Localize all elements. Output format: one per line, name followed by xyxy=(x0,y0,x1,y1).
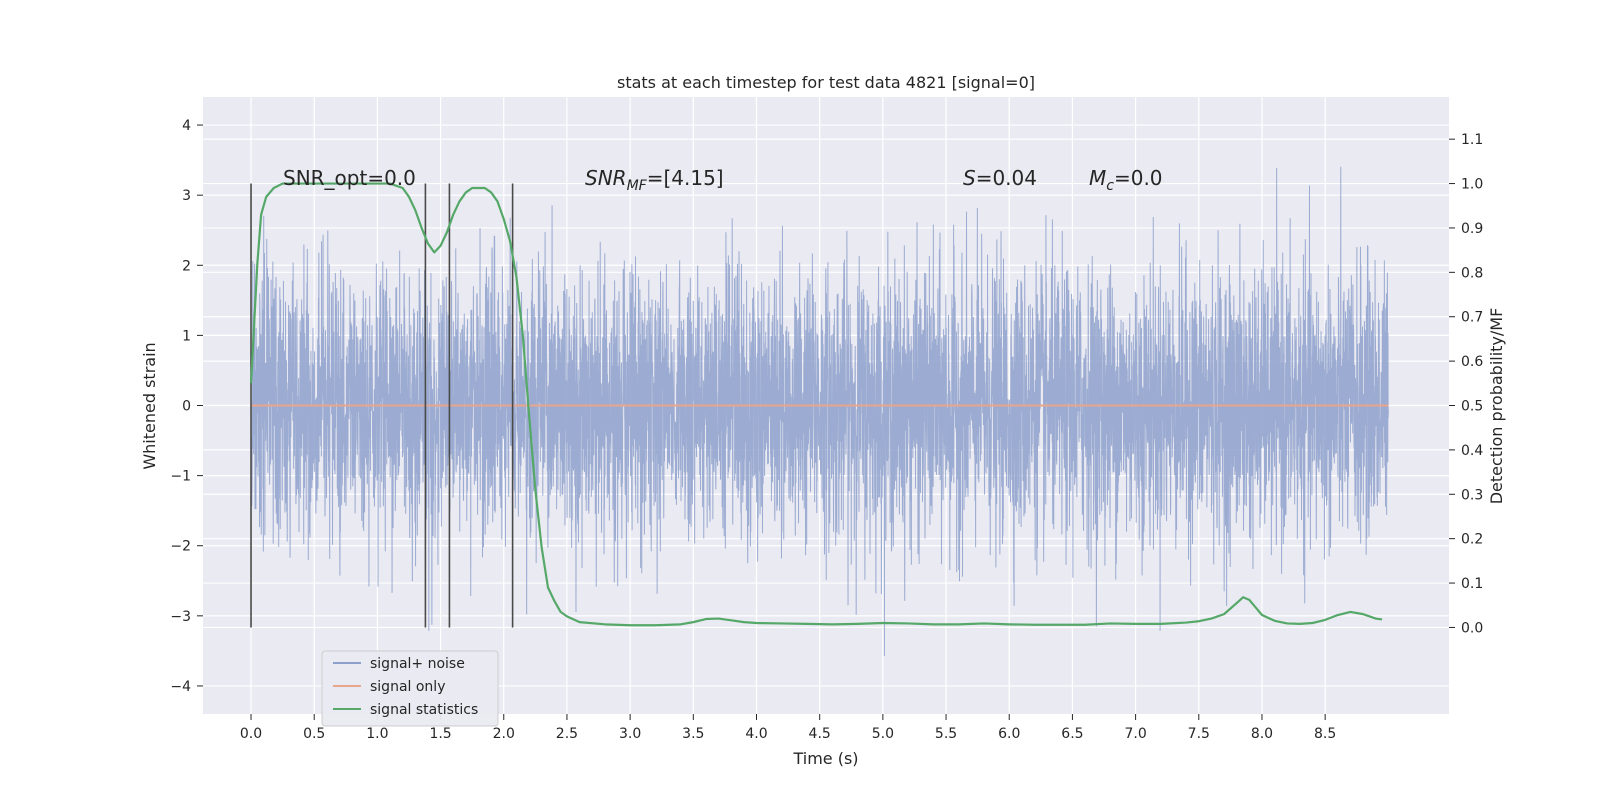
annotation-snr-opt: SNR_opt=0.0 xyxy=(283,166,416,190)
vertical-markers xyxy=(250,183,514,628)
x-tick-label: 8.5 xyxy=(1314,726,1336,742)
y-right-tick-label: 0.5 xyxy=(1461,399,1483,415)
x-tick-label: 8.0 xyxy=(1251,726,1273,742)
y-left-tick-label: −4 xyxy=(170,679,191,695)
annotation-snr-mf-sub: MF xyxy=(627,178,648,194)
y-left-tick-label: −3 xyxy=(170,609,191,625)
x-tick-label: 4.5 xyxy=(809,726,831,742)
y-left-tick-label: −1 xyxy=(170,469,191,485)
y-right-tick-label: 0.4 xyxy=(1461,443,1483,459)
x-axis-label: Time (s) xyxy=(792,749,858,768)
annotation-snr-mf-main: SNR xyxy=(585,166,627,190)
y-right-tick-label: 0.2 xyxy=(1461,532,1483,548)
annotation-snr-mf-value: =[4.15] xyxy=(647,166,724,190)
y-right-tick-label: 0.6 xyxy=(1461,354,1483,370)
x-tick-label: 3.0 xyxy=(619,726,641,742)
x-tick-label: 1.5 xyxy=(429,726,451,742)
x-tick-label: 0.0 xyxy=(240,726,262,742)
legend-label-noise: signal+ noise xyxy=(370,656,465,672)
y-axis-right-label: Detection probability/MF xyxy=(1487,308,1506,505)
y-right-tick-label: 0.8 xyxy=(1461,265,1483,281)
y-right-tick-label: 0.1 xyxy=(1461,576,1483,592)
annotation-s: S=0.04 xyxy=(963,166,1037,190)
x-tick-label: 1.0 xyxy=(366,726,388,742)
x-tick-label: 5.0 xyxy=(872,726,894,742)
annotation-snr-mf: SNRMF=[4.15] xyxy=(585,166,724,194)
y-right-tick-label: 1.0 xyxy=(1461,177,1483,193)
legend-label-signal-only: signal only xyxy=(370,679,445,695)
x-tick-label: 6.5 xyxy=(1061,726,1083,742)
x-tick-label: 2.0 xyxy=(493,726,515,742)
x-tick-label: 6.0 xyxy=(998,726,1020,742)
right-axis: 1.1 1.0 0.9 0.8 0.7 0.6 0.5 0.4 0.3 0.2 0.1 0.0 xyxy=(1449,132,1483,636)
x-tick-label: 2.5 xyxy=(556,726,578,742)
x-tick-label: 0.5 xyxy=(303,726,325,742)
y-left-tick-label: 0 xyxy=(182,399,191,415)
y-left-tick-label: 4 xyxy=(182,118,191,134)
legend-label-statistics: signal statistics xyxy=(370,702,478,718)
statistics-series xyxy=(249,182,1383,627)
x-tick-label: 7.0 xyxy=(1124,726,1146,742)
y-right-tick-label: 1.1 xyxy=(1461,132,1483,148)
y-right-tick-label: 0.3 xyxy=(1461,487,1483,503)
annotation-s-main: S xyxy=(963,166,976,190)
legend: signal+ noise signal only signal statist… xyxy=(321,650,499,727)
chart-title: stats at each timestep for test data 482… xyxy=(617,73,1035,92)
y-axis-left-label: Whitened strain xyxy=(140,342,159,469)
statistics-line xyxy=(249,182,1383,627)
x-tick-label: 3.5 xyxy=(682,726,704,742)
x-tick-label: 4.0 xyxy=(745,726,767,742)
left-axis: 4 3 2 1 0 −1 −2 −3 −4 xyxy=(170,118,203,695)
y-left-tick-label: −2 xyxy=(170,539,191,555)
legend-box xyxy=(321,650,499,727)
annotation-mc-value: =0.0 xyxy=(1114,166,1163,190)
annotation-mc-main: M xyxy=(1089,166,1106,190)
y-right-tick-label: 0.0 xyxy=(1461,620,1483,636)
y-left-tick-label: 2 xyxy=(182,258,191,274)
y-right-tick-label: 0.7 xyxy=(1461,310,1483,326)
y-left-tick-label: 3 xyxy=(182,188,191,204)
noise-series xyxy=(250,166,1389,656)
y-left-tick-label: 1 xyxy=(182,328,191,344)
noise-line xyxy=(250,166,1389,656)
y-right-tick-label: 0.9 xyxy=(1461,221,1483,237)
x-axis: 0.0 0.5 1.0 1.5 2.0 2.5 3.0 3.5 4.0 4.5 5.0 5.5 6.0 6… xyxy=(240,714,1336,742)
annotation-mc-sub: c xyxy=(1106,178,1114,194)
x-tick-label: 5.5 xyxy=(935,726,957,742)
x-tick-label: 7.5 xyxy=(1188,726,1210,742)
annotation-mc: Mc=0.0 xyxy=(1089,166,1163,194)
annotation-s-value: =0.04 xyxy=(976,166,1037,190)
